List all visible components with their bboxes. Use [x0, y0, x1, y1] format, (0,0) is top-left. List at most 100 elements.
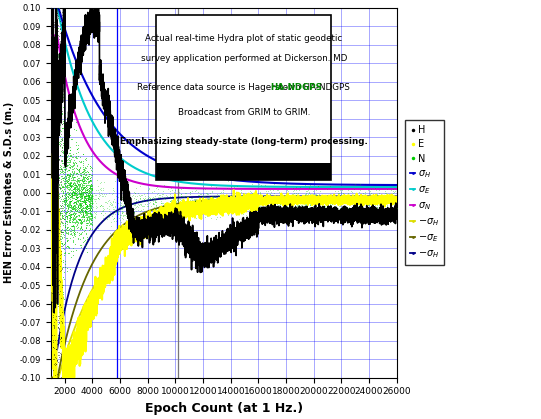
- Point: [268, 204, 277, 210]
- Point: [158, 200, 167, 207]
- Point: [57, 169, 66, 176]
- Point: [74, 197, 83, 203]
- Point: [66, 144, 75, 150]
- Point: [338, 190, 347, 197]
- Point: [88, 222, 96, 228]
- Point: [50, 61, 58, 68]
- Point: [311, 191, 319, 198]
- Point: [78, 219, 87, 225]
- Point: [194, 204, 203, 211]
- Point: [73, 207, 82, 214]
- Point: [329, 208, 338, 215]
- Point: [50, 190, 59, 197]
- Point: [302, 198, 311, 204]
- Point: [263, 195, 272, 202]
- Point: [70, 226, 78, 233]
- Point: [55, 331, 63, 338]
- Point: [110, 206, 118, 212]
- Point: [307, 197, 316, 204]
- Point: [49, 181, 58, 187]
- Point: [356, 198, 365, 204]
- Point: [87, 214, 96, 221]
- Point: [52, 134, 61, 140]
- Point: [142, 210, 151, 216]
- Point: [245, 207, 254, 213]
- Point: [52, 30, 61, 36]
- Point: [81, 226, 89, 233]
- Point: [57, 40, 66, 47]
- Point: [75, 189, 83, 196]
- Point: [78, 206, 87, 213]
- Point: [218, 194, 227, 201]
- Point: [80, 166, 89, 173]
- Point: [113, 223, 121, 230]
- Point: [368, 204, 377, 211]
- Point: [88, 221, 96, 228]
- Point: [167, 211, 175, 218]
- Point: [178, 199, 187, 205]
- Point: [62, 138, 71, 145]
- Point: [49, 325, 58, 331]
- Point: [327, 206, 335, 213]
- Point: [123, 191, 131, 198]
- Point: [257, 193, 266, 200]
- Point: [81, 192, 90, 199]
- Point: [51, 279, 60, 286]
- Point: [347, 188, 356, 195]
- Point: [68, 174, 77, 181]
- Point: [167, 197, 175, 204]
- Point: [74, 181, 82, 187]
- Point: [171, 207, 180, 214]
- Point: [354, 197, 363, 203]
- Point: [51, 180, 60, 187]
- Point: [351, 198, 360, 205]
- Point: [63, 235, 71, 241]
- Point: [78, 190, 87, 197]
- Point: [142, 198, 151, 204]
- Point: [55, 36, 64, 42]
- Point: [57, 220, 66, 226]
- Point: [82, 175, 90, 181]
- Point: [95, 191, 103, 197]
- Point: [78, 207, 87, 213]
- Point: [75, 177, 84, 184]
- Point: [55, 342, 64, 349]
- Point: [326, 202, 334, 208]
- Point: [49, 125, 58, 132]
- Point: [50, 243, 58, 250]
- Point: [51, 214, 60, 221]
- Point: [70, 210, 78, 216]
- Point: [56, 211, 64, 217]
- Point: [144, 194, 153, 200]
- Point: [52, 274, 61, 281]
- Point: [354, 189, 363, 195]
- Point: [62, 163, 70, 170]
- Point: [53, 203, 62, 210]
- Point: [50, 198, 59, 204]
- Point: [166, 202, 174, 209]
- Point: [359, 198, 367, 205]
- Point: [80, 180, 89, 186]
- Point: [184, 192, 193, 199]
- Point: [57, 164, 66, 171]
- Point: [76, 196, 85, 202]
- Point: [374, 202, 383, 208]
- Point: [369, 197, 378, 203]
- Point: [57, 179, 65, 186]
- Point: [87, 195, 95, 202]
- Point: [133, 193, 141, 199]
- Point: [79, 213, 88, 220]
- Point: [52, 297, 61, 304]
- Point: [86, 207, 95, 214]
- Point: [305, 206, 314, 213]
- Point: [50, 227, 58, 233]
- Point: [50, 308, 59, 314]
- Point: [225, 193, 234, 200]
- Point: [52, 115, 61, 122]
- Point: [233, 199, 241, 206]
- Point: [177, 191, 186, 197]
- Point: [71, 185, 80, 192]
- Point: [268, 202, 276, 209]
- Point: [57, 93, 66, 100]
- Point: [138, 197, 147, 203]
